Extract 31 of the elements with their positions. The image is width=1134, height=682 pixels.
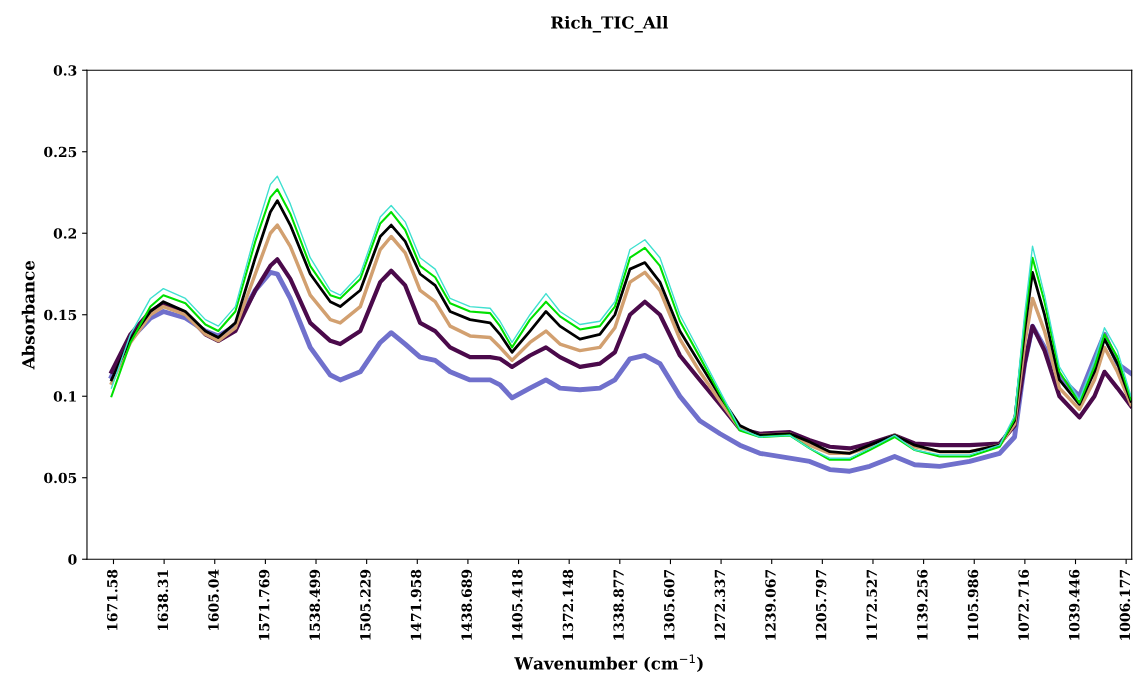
x-tick-label: 1172.527 — [866, 570, 878, 640]
x-tick-label: 1338.877 — [613, 570, 624, 640]
x-tick-label: 1205.797 — [815, 570, 827, 640]
y-tick-label: 0 — [68, 554, 77, 565]
x-tick-label: 1671.58 — [107, 569, 118, 631]
x-tick-label: 1505.229 — [360, 569, 371, 640]
x-tick-label: 1072.716 — [1018, 569, 1029, 640]
x-tick-label: 1571.769 — [258, 569, 270, 640]
x-tick-label: 1239.067 — [765, 570, 776, 640]
x-tick-label: 1272.337 — [714, 570, 726, 640]
y-tick-label: 0.2 — [53, 228, 77, 239]
x-tick-label: 1538.499 — [309, 569, 321, 640]
x-tick-label: 1405.418 — [512, 569, 523, 640]
x-tick-label: 1105.986 — [967, 569, 979, 640]
x-tick-label: 1372.148 — [562, 569, 574, 640]
y-axis-title: Absorbance — [21, 260, 35, 370]
y-tick-label: 0.05 — [44, 472, 77, 484]
y-tick-label: 0.15 — [44, 309, 77, 321]
x-axis-title: Wavenumber (cm$^{−1}$) — [514, 654, 703, 673]
y-tick-label: 0.1 — [53, 391, 76, 402]
x-tick-label: 1139.256 — [917, 569, 928, 640]
chart-title: Rich_TIC_All — [551, 15, 669, 33]
x-tick-label: 1438.689 — [461, 569, 472, 640]
x-tick-label: 1039.446 — [1069, 569, 1080, 640]
x-tick-label: 1471.958 — [410, 569, 422, 640]
x-tick-label: 1006.177 — [1119, 570, 1131, 640]
x-tick-label: 1638.31 — [157, 570, 169, 631]
x-tick-label: 1605.04 — [208, 569, 219, 631]
y-tick-label: 0.3 — [53, 65, 77, 76]
y-tick-label: 0.25 — [44, 146, 77, 158]
x-tick-label: 1305.607 — [663, 570, 675, 640]
